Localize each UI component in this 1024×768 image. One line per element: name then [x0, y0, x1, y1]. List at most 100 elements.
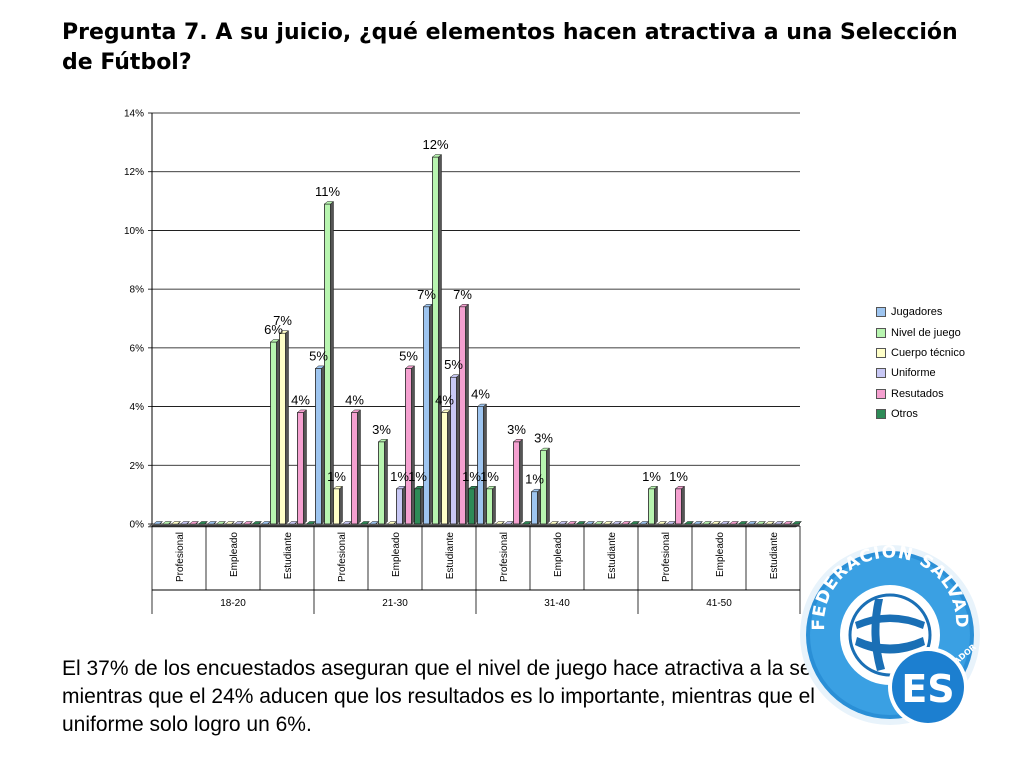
data-label: 4%: [345, 392, 364, 407]
conclusion-text: El 37% de los encuestados aseguran que e…: [62, 657, 883, 736]
bar-side: [465, 303, 469, 525]
data-label: 1%: [669, 469, 688, 484]
bar: [531, 491, 538, 525]
bar-side: [456, 374, 460, 525]
data-label: 12%: [422, 137, 448, 152]
data-label: 3%: [372, 422, 391, 437]
bar-side: [519, 438, 523, 525]
y-tick-label: 2%: [130, 461, 145, 472]
data-label: 7%: [453, 287, 472, 302]
bar-side: [492, 485, 496, 525]
legend-swatch: [876, 388, 886, 399]
bar: [477, 406, 484, 525]
bar: [540, 450, 547, 525]
bar-side: [591, 521, 595, 525]
legend-swatch: [876, 307, 886, 318]
bar-side: [483, 403, 487, 525]
bar-side: [798, 521, 802, 525]
bar-side: [168, 521, 172, 525]
data-label: 1%: [462, 469, 481, 484]
bar-side: [240, 521, 244, 525]
bar-side: [474, 485, 478, 525]
bar: [405, 368, 412, 525]
bar-side: [690, 521, 694, 525]
data-label: 1%: [408, 469, 427, 484]
y-tick-label: 12%: [124, 167, 144, 178]
legend-item: Uniforme: [876, 363, 996, 383]
legend-item: Resutados: [876, 384, 996, 404]
bar-side: [384, 438, 388, 525]
bar-side: [780, 521, 784, 525]
data-label: 7%: [417, 287, 436, 302]
bar-side: [303, 409, 307, 525]
page-title: Pregunta 7. A su juicio, ¿qué elementos …: [62, 20, 958, 75]
data-label: 4%: [435, 392, 454, 407]
data-label: 5%: [309, 348, 328, 363]
bar-side: [420, 485, 424, 525]
bar: [279, 332, 286, 525]
y-tick-label: 14%: [124, 109, 144, 120]
bar: [396, 488, 403, 525]
bar-side: [699, 521, 703, 525]
bar-side: [726, 521, 730, 525]
bar-side: [681, 485, 685, 525]
data-label: 4%: [471, 387, 490, 402]
bar-side: [339, 485, 343, 525]
bar-side: [744, 521, 748, 525]
bar: [432, 156, 439, 525]
bar-side: [411, 365, 415, 525]
legend-item: Nivel de juego: [876, 322, 996, 342]
group-label: 18-20: [220, 598, 246, 609]
bar: [675, 488, 682, 525]
data-label: 3%: [534, 431, 553, 446]
bar-side: [366, 521, 370, 525]
bar-side: [627, 521, 631, 525]
bar-side: [249, 521, 253, 525]
bar-side: [600, 521, 604, 525]
x-tick-label: Empleado: [229, 532, 240, 577]
bar-side: [663, 521, 667, 525]
group-label: 41-50: [706, 598, 732, 609]
legend-item: Cuerpo técnico: [876, 343, 996, 363]
data-label: 1%: [327, 469, 346, 484]
data-label: 7%: [273, 313, 292, 328]
bar-side: [771, 521, 775, 525]
bar-side: [231, 521, 235, 525]
legend-label: Uniforme: [891, 367, 936, 380]
group-label: 21-30: [382, 598, 408, 609]
bar: [333, 488, 340, 525]
data-label: 4%: [291, 392, 310, 407]
bar-side: [789, 521, 793, 525]
x-tick-label: Empleado: [391, 532, 402, 577]
bar-side: [717, 521, 721, 525]
y-tick-label: 6%: [130, 343, 145, 354]
bar: [315, 368, 322, 525]
bar-side: [447, 409, 451, 525]
bar: [351, 412, 358, 525]
bar-side: [195, 521, 199, 525]
y-tick-label: 10%: [124, 226, 144, 237]
bar: [378, 441, 385, 525]
chart-data-labels: 6%7%4%5%11%1%4%3%1%5%1%7%12%4%5%7%1%4%1%…: [264, 137, 688, 487]
x-tick-label: Estudiante: [445, 532, 456, 580]
bar: [459, 306, 466, 525]
legend-swatch: [876, 347, 886, 358]
x-tick-label: Profesional: [175, 532, 186, 582]
legend-label: Nivel de juego: [891, 326, 961, 339]
bar-side: [213, 521, 217, 525]
legend-label: Cuerpo técnico: [891, 346, 965, 359]
group-label: 31-40: [544, 598, 570, 609]
bar: [414, 488, 421, 525]
chart-gridlines: [152, 112, 800, 525]
x-tick-label: Estudiante: [769, 532, 780, 580]
bar: [486, 488, 493, 525]
bar-side: [186, 521, 190, 525]
data-label: 5%: [399, 348, 418, 363]
bar-side: [402, 485, 406, 525]
bar: [513, 441, 520, 525]
bar-side: [276, 338, 280, 525]
bar: [468, 488, 475, 525]
legend-label: Resutados: [891, 387, 944, 400]
bar-side: [555, 521, 559, 525]
